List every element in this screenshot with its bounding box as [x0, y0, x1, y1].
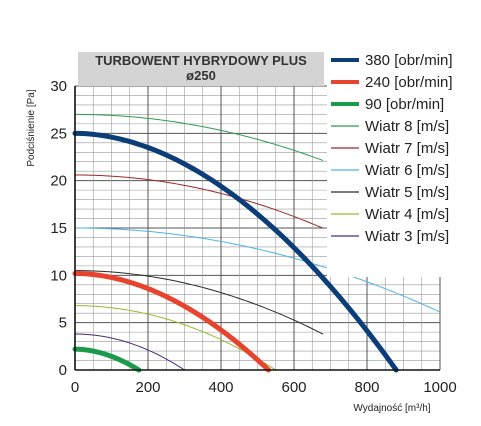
legend-label: 380 [obr/min] — [365, 52, 453, 69]
x-tick-label: 400 — [208, 379, 233, 396]
series-line — [75, 333, 185, 371]
x-tick-label: 600 — [281, 379, 306, 396]
x-tick-label: 800 — [354, 379, 379, 396]
series-line — [72, 130, 399, 373]
y-tick-label: 5 — [59, 315, 67, 332]
legend-background — [327, 52, 472, 277]
legend: 380 [obr/min] 240 [obr/min] 90 [obr/min] Wi… — [327, 52, 472, 277]
legend-label: 90 [obr/min] — [365, 96, 444, 113]
chart-subtitle: ø250 — [186, 68, 216, 83]
x-axis-label: Wydajność [m³/h] — [353, 403, 430, 414]
legend-label: Wiatr 7 [m/s] — [365, 140, 449, 157]
curves — [72, 113, 441, 373]
axes — [74, 86, 440, 371]
series-line — [74, 305, 277, 371]
series-line — [74, 270, 324, 335]
y-tick-label: 30 — [50, 78, 67, 95]
y-tick-label: 20 — [50, 173, 67, 190]
y-tick-label: 0 — [59, 362, 67, 379]
legend-label: Wiatr 8 [m/s] — [365, 118, 449, 135]
series-line — [74, 227, 441, 313]
x-tick-label: 200 — [135, 379, 160, 396]
y-tick-label: 25 — [50, 125, 67, 142]
legend-label: Wiatr 4 [m/s] — [365, 206, 449, 223]
y-tick-label: 10 — [50, 267, 67, 284]
series-line — [72, 270, 271, 373]
x-tick-label: 0 — [71, 379, 79, 396]
y-tick-label: 15 — [50, 220, 67, 237]
series-line — [74, 113, 324, 162]
title-box — [78, 52, 324, 86]
legend-label: Wiatr 3 [m/s] — [365, 228, 449, 245]
series-line — [72, 346, 142, 373]
legend-label: 240 [obr/min] — [365, 74, 453, 91]
legend-label: Wiatr 6 [m/s] — [365, 162, 449, 179]
legend-label: Wiatr 5 [m/s] — [365, 184, 449, 201]
x-tick-label: 1000 — [423, 379, 456, 396]
y-axis-label: Podciśnienie [Pa] — [26, 89, 37, 166]
series-line — [74, 174, 324, 229]
ticks: 0 5 10 15 20 25 30 0 200 400 600 800 1000 — [50, 78, 456, 396]
chart-title: TURBOWENT HYBRYDOWY PLUS — [95, 53, 307, 68]
